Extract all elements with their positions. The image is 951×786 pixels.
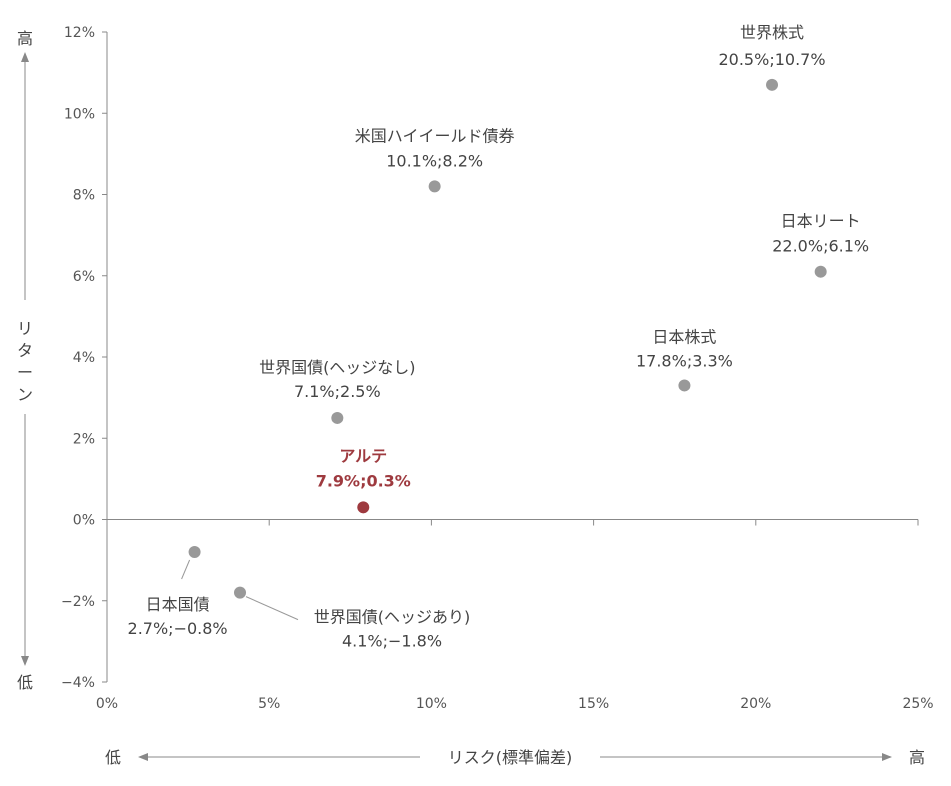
y-tick-label: 0%: [73, 513, 95, 529]
y-tick-label: −2%: [61, 594, 95, 610]
leader-line: [245, 596, 299, 621]
y-arrow-up-icon: [21, 52, 29, 62]
y-tick-label: −4%: [61, 675, 95, 691]
data-point: [331, 411, 344, 424]
data-label-name: 日本株式: [652, 327, 716, 346]
leader-line: [181, 559, 191, 580]
y-ticks: 12% 10% 8% 6% 4% 2% 0% −2% −4%: [61, 25, 107, 691]
data-label-name: 日本リート: [781, 212, 861, 231]
x-tick-label: 10%: [416, 696, 447, 712]
data-label-value: 17.8%;3.3%: [636, 351, 733, 370]
x-arrow-right-icon: [882, 753, 892, 761]
data-label-name: 日本国債: [146, 595, 210, 614]
x-tick-label: 0%: [96, 696, 118, 712]
x-ticks: 0% 5% 10% 15% 20% 25%: [96, 519, 934, 712]
y-arrow-down-icon: [21, 656, 29, 666]
data-label-name: 世界国債(ヘッジなし): [259, 358, 416, 377]
data-label-value: 7.1%;2.5%: [294, 382, 381, 401]
x-axis-title: リスク(標準偏差): [448, 748, 573, 767]
y-high-label: 高: [17, 29, 33, 48]
data-points: [188, 78, 827, 599]
data-label-value: 4.1%;−1.8%: [342, 632, 442, 651]
y-low-label: 低: [17, 673, 33, 692]
data-label-value: 22.0%;6.1%: [772, 237, 869, 256]
data-point: [357, 501, 370, 514]
data-point: [814, 265, 827, 278]
data-point: [678, 379, 691, 392]
data-label-name: アルテ: [339, 446, 387, 465]
data-label-value: 10.1%;8.2%: [386, 151, 483, 170]
data-label-name: 世界株式: [740, 23, 804, 42]
x-tick-label: 15%: [578, 696, 609, 712]
data-label-value: 2.7%;−0.8%: [128, 619, 228, 638]
y-tick-label: 10%: [64, 106, 95, 122]
y-axis-title: リターン: [17, 319, 33, 404]
y-tick-label: 4%: [73, 350, 95, 366]
data-point: [234, 586, 247, 599]
x-tick-label: 25%: [902, 696, 933, 712]
data-point: [766, 78, 779, 91]
y-tick-label: 2%: [73, 431, 95, 447]
y-tick-label: 6%: [73, 269, 95, 285]
x-arrow-left-icon: [138, 753, 148, 761]
y-tick-label: 12%: [64, 25, 95, 41]
x-high-label: 高: [909, 748, 925, 767]
x-tick-label: 20%: [740, 696, 771, 712]
data-label-value: 20.5%;10.7%: [718, 50, 825, 69]
data-point: [428, 180, 441, 193]
x-tick-label: 5%: [258, 696, 280, 712]
leader-lines: [181, 559, 299, 621]
data-label-value: 7.9%;0.3%: [316, 471, 411, 490]
data-labels: 世界株式 20.5%;10.7% 米国ハイイールド債券 10.1%;8.2% 日本リート…: [128, 23, 870, 651]
x-low-label: 低: [105, 748, 121, 767]
y-tick-label: 8%: [73, 188, 95, 204]
data-label-name: 世界国債(ヘッジあり): [314, 608, 471, 627]
data-point: [188, 546, 201, 558]
data-label-name: 米国ハイイールド債券: [355, 126, 515, 145]
